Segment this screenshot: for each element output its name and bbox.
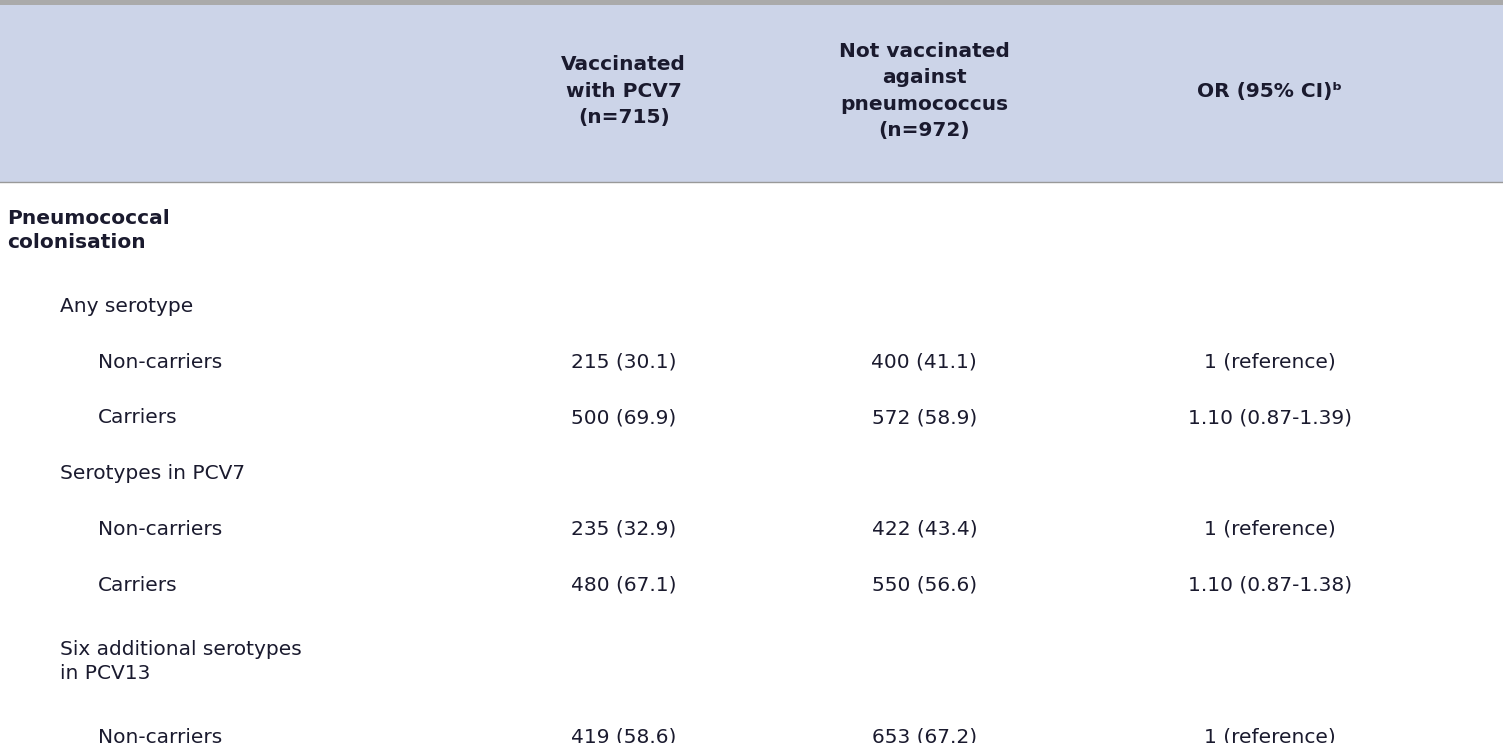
Text: Any serotype: Any serotype — [60, 297, 194, 316]
Text: 400 (41.1): 400 (41.1) — [872, 353, 977, 372]
Text: Carriers: Carriers — [98, 409, 177, 427]
Bar — [0, 0, 1503, 5]
Text: Six additional serotypes
in PCV13: Six additional serotypes in PCV13 — [60, 640, 302, 683]
Text: 422 (43.4): 422 (43.4) — [872, 520, 977, 539]
Text: 572 (58.9): 572 (58.9) — [872, 409, 977, 427]
Text: 480 (67.1): 480 (67.1) — [571, 576, 676, 594]
Text: 235 (32.9): 235 (32.9) — [571, 520, 676, 539]
Text: 1.10 (0.87-1.39): 1.10 (0.87-1.39) — [1187, 409, 1353, 427]
Bar — [0, 5, 1503, 182]
Text: Not vaccinated
against
pneumococcus
(n=972): Not vaccinated against pneumococcus (n=9… — [839, 42, 1010, 140]
Text: Non-carriers: Non-carriers — [98, 520, 222, 539]
Text: OR (95% CI)ᵇ: OR (95% CI)ᵇ — [1198, 82, 1342, 100]
Text: 1 (reference): 1 (reference) — [1204, 520, 1336, 539]
Text: 1 (reference): 1 (reference) — [1204, 353, 1336, 372]
Text: Non-carriers: Non-carriers — [98, 728, 222, 743]
Text: Non-carriers: Non-carriers — [98, 353, 222, 372]
Text: Serotypes in PCV7: Serotypes in PCV7 — [60, 464, 245, 483]
Text: Pneumococcal
colonisation: Pneumococcal colonisation — [8, 209, 170, 252]
Text: 1 (reference): 1 (reference) — [1204, 728, 1336, 743]
Text: Carriers: Carriers — [98, 576, 177, 594]
Text: 1.10 (0.87-1.38): 1.10 (0.87-1.38) — [1187, 576, 1353, 594]
Text: 653 (67.2): 653 (67.2) — [872, 728, 977, 743]
Text: 550 (56.6): 550 (56.6) — [872, 576, 977, 594]
Text: 500 (69.9): 500 (69.9) — [571, 409, 676, 427]
Text: 215 (30.1): 215 (30.1) — [571, 353, 676, 372]
Text: Vaccinated
with PCV7
(n=715): Vaccinated with PCV7 (n=715) — [561, 55, 687, 127]
Text: 419 (58.6): 419 (58.6) — [571, 728, 676, 743]
